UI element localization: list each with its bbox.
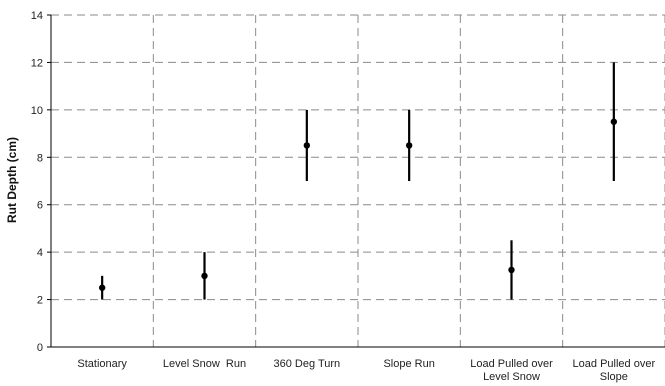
mean-point: [610, 118, 618, 125]
mean-point: [303, 142, 311, 149]
x-tick-label: Stationary: [77, 358, 127, 370]
y-tick-label: 4: [37, 247, 43, 259]
y-tick-label: 2: [37, 295, 43, 307]
x-tick-label: Level Snow: [483, 371, 540, 383]
y-tick-label: 6: [37, 200, 43, 212]
y-tick-label: 12: [31, 57, 43, 69]
axis-layer: 0 2 4 6 8 10 12 14 Stationary Level Snow Run 360 D…: [31, 10, 665, 383]
y-tick-label: 10: [31, 105, 43, 117]
mean-point: [405, 142, 413, 149]
y-tick-label: 0: [37, 342, 43, 354]
x-tick-label: Load Pulled over: [573, 358, 656, 370]
mean-point: [98, 284, 106, 291]
x-tick-label: Load Pulled over: [470, 358, 553, 370]
x-tick-label: 360 Deg Turn: [274, 358, 341, 370]
mean-point: [508, 266, 515, 274]
x-tick-label: Slope: [600, 371, 628, 383]
y-tick-label: 14: [31, 10, 43, 22]
mean-point: [201, 272, 208, 280]
grid-layer: [51, 14, 665, 347]
data-layer: [98, 62, 618, 300]
y-axis-title: Rut Depth (cm): [5, 137, 19, 223]
y-tick-label: 8: [37, 152, 43, 164]
x-tick-label: Level Snow Run: [163, 358, 246, 370]
x-tick-label: Slope Run: [383, 358, 434, 370]
